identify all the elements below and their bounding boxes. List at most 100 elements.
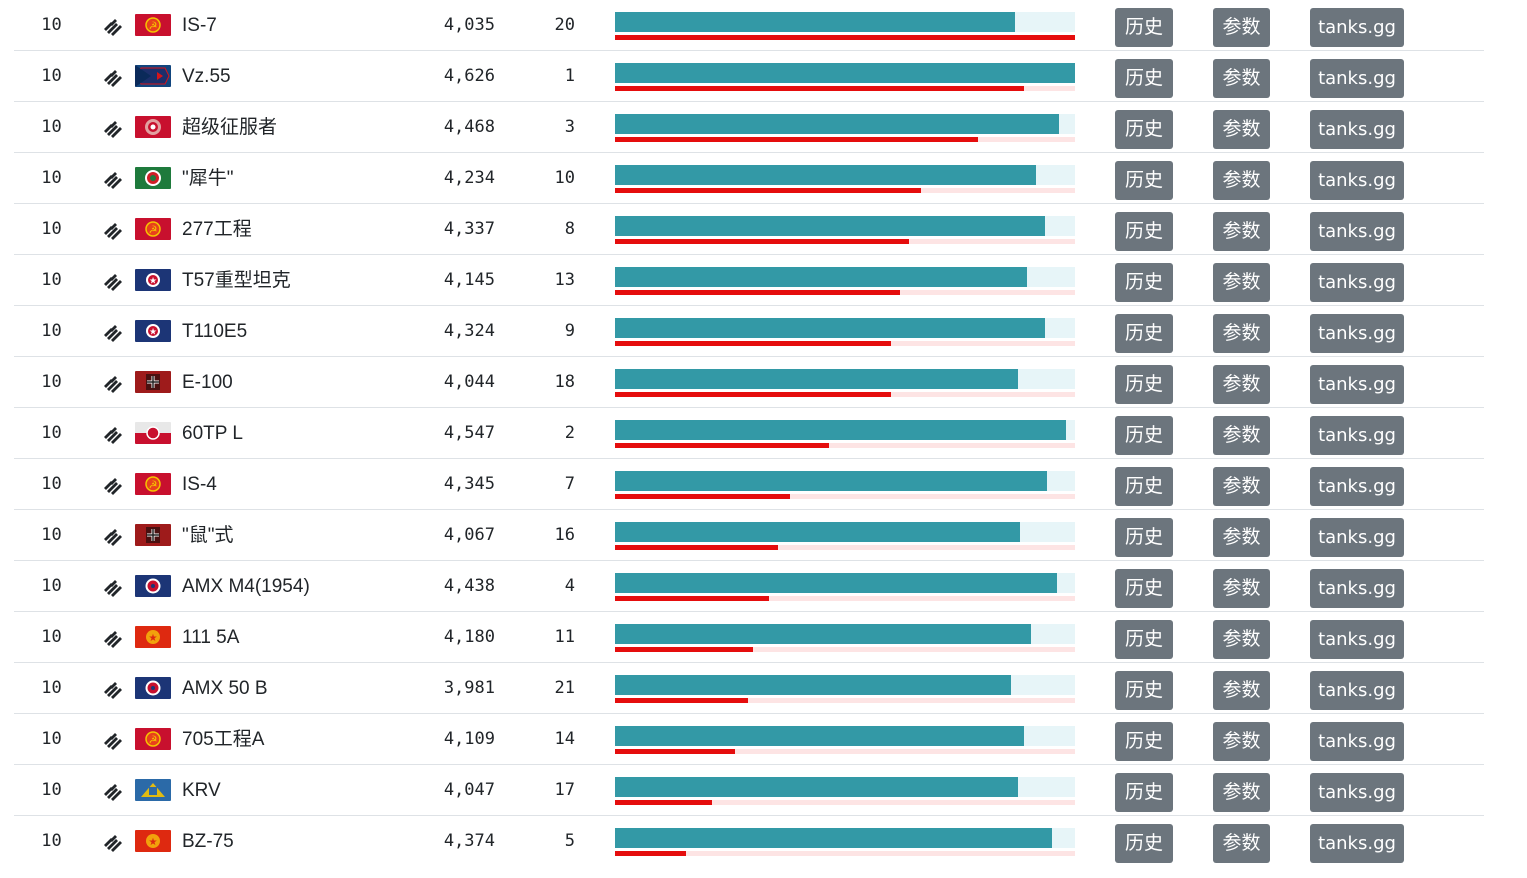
primary-bar-track [615,726,1075,746]
tanksgg-button[interactable]: tanks.gg [1310,161,1404,200]
svg-text:★: ★ [149,837,158,848]
params-button[interactable]: 参数 [1213,212,1270,251]
tank-name[interactable]: IS-4 [182,474,217,495]
heavy-tank-icon [102,408,124,459]
tanksgg-button[interactable]: tanks.gg [1310,518,1404,557]
secondary-bar-fill [615,86,1025,91]
tanksgg-button[interactable]: tanks.gg [1310,8,1404,47]
tank-name[interactable]: Vz.55 [182,66,231,87]
tier-cell: 10 [41,525,62,545]
params-button[interactable]: 参数 [1213,314,1270,353]
tanksgg-button[interactable]: tanks.gg [1310,722,1404,761]
history-button[interactable]: 历史 [1115,671,1173,710]
tank-name[interactable]: 60TP L [182,423,243,444]
params-button[interactable]: 参数 [1213,8,1270,47]
primary-bar-track [615,216,1075,236]
tank-name[interactable]: "鼠"式 [182,525,234,546]
tanksgg-button[interactable]: tanks.gg [1310,263,1404,302]
tank-name[interactable]: KRV [182,780,221,801]
params-button[interactable]: 参数 [1213,110,1270,149]
tank-ratings-table: 10 ☭ IS-7 4,035 20 历史 参数 tanks.gg 10 [14,0,1484,867]
rating-bars [615,663,1075,714]
history-button[interactable]: 历史 [1115,263,1173,302]
history-button[interactable]: 历史 [1115,620,1173,659]
history-button[interactable]: 历史 [1115,416,1173,455]
tank-name[interactable]: T57重型坦克 [182,270,291,291]
tanksgg-button[interactable]: tanks.gg [1310,365,1404,404]
svg-text:★: ★ [149,328,157,338]
tanksgg-button[interactable]: tanks.gg [1310,314,1404,353]
flag-china-icon: ★ [135,830,171,852]
secondary-bar-track [615,749,1075,754]
flag-germany-icon [135,524,171,546]
history-button[interactable]: 历史 [1115,518,1173,557]
tank-name[interactable]: AMX M4(1954) [182,576,310,597]
params-button[interactable]: 参数 [1213,416,1270,455]
primary-bar-fill [615,624,1032,644]
secondary-bar-track [615,35,1075,40]
rating-bars [615,714,1075,765]
primary-bar-track [615,369,1075,389]
tank-name[interactable]: 111 5A [182,627,240,648]
history-button[interactable]: 历史 [1115,212,1173,251]
history-button[interactable]: 历史 [1115,314,1173,353]
tier-cell: 10 [41,66,62,86]
rating-value: 4,547 [443,423,495,443]
params-button[interactable]: 参数 [1213,569,1270,608]
tanksgg-button[interactable]: tanks.gg [1310,59,1404,98]
heavy-tank-icon [102,255,124,306]
history-button[interactable]: 历史 [1115,365,1173,404]
tanksgg-button[interactable]: tanks.gg [1310,620,1404,659]
tank-name[interactable]: T110E5 [182,321,248,342]
history-button[interactable]: 历史 [1115,110,1173,149]
params-button[interactable]: 参数 [1213,773,1270,812]
tier-cell: 10 [41,474,62,494]
history-button[interactable]: 历史 [1115,773,1173,812]
secondary-bar-track [615,545,1075,550]
history-button[interactable]: 历史 [1115,59,1173,98]
primary-bar-track [615,63,1075,83]
heavy-tank-icon [102,816,124,867]
tank-name[interactable]: 705工程A [182,729,265,750]
flag-usa-icon: ★ [135,320,171,342]
tank-name[interactable]: "犀牛" [182,168,234,189]
history-button[interactable]: 历史 [1115,824,1173,863]
tank-name[interactable]: E-100 [182,372,233,393]
tank-name[interactable]: IS-7 [182,15,217,36]
tanksgg-button[interactable]: tanks.gg [1310,773,1404,812]
params-button[interactable]: 参数 [1213,518,1270,557]
params-button[interactable]: 参数 [1213,467,1270,506]
params-button[interactable]: 参数 [1213,59,1270,98]
tanksgg-button[interactable]: tanks.gg [1310,569,1404,608]
rating-value: 4,374 [443,831,495,851]
params-button[interactable]: 参数 [1213,722,1270,761]
primary-bar-fill [615,165,1036,185]
tank-name[interactable]: BZ-75 [182,831,234,852]
history-button[interactable]: 历史 [1115,569,1173,608]
params-button[interactable]: 参数 [1213,365,1270,404]
tanksgg-button[interactable]: tanks.gg [1310,824,1404,863]
params-button[interactable]: 参数 [1213,263,1270,302]
tanksgg-button[interactable]: tanks.gg [1310,467,1404,506]
rating-bars [615,765,1075,816]
history-button[interactable]: 历史 [1115,8,1173,47]
tank-name[interactable]: 超级征服者 [182,117,278,138]
history-button[interactable]: 历史 [1115,722,1173,761]
secondary-bar-fill [615,137,979,142]
params-button[interactable]: 参数 [1213,620,1270,659]
tank-name[interactable]: 277工程 [182,219,252,240]
tanksgg-button[interactable]: tanks.gg [1310,671,1404,710]
tanksgg-button[interactable]: tanks.gg [1310,416,1404,455]
heavy-tank-icon [102,306,124,357]
table-row: 10 ★ BZ-75 4,374 5 历史 参数 tanks.gg [14,816,1484,867]
params-button[interactable]: 参数 [1213,161,1270,200]
params-button[interactable]: 参数 [1213,824,1270,863]
history-button[interactable]: 历史 [1115,467,1173,506]
tank-name[interactable]: AMX 50 B [182,678,268,699]
tanksgg-button[interactable]: tanks.gg [1310,212,1404,251]
primary-bar-fill [615,573,1057,593]
tier-cell: 10 [41,576,62,596]
history-button[interactable]: 历史 [1115,161,1173,200]
tanksgg-button[interactable]: tanks.gg [1310,110,1404,149]
params-button[interactable]: 参数 [1213,671,1270,710]
